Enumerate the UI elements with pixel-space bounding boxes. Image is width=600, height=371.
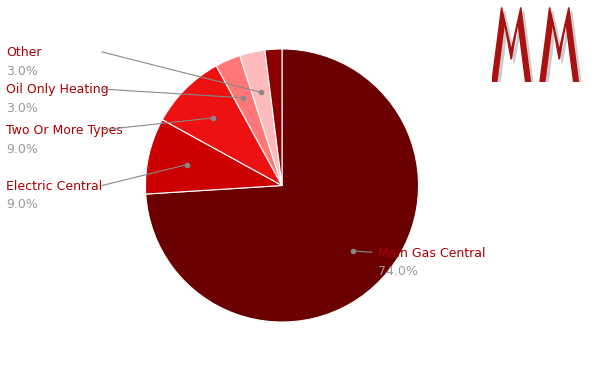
Text: 74.0%: 74.0% — [378, 265, 418, 278]
Text: Main Gas Central: Main Gas Central — [378, 247, 485, 260]
Wedge shape — [163, 66, 282, 186]
Text: Oil Only Heating: Oil Only Heating — [6, 83, 109, 96]
Text: 9.0%: 9.0% — [6, 143, 38, 156]
Polygon shape — [543, 11, 581, 85]
Text: 3.0%: 3.0% — [6, 65, 38, 78]
Text: Electric Central: Electric Central — [6, 180, 102, 193]
Wedge shape — [216, 56, 282, 186]
Text: Other: Other — [6, 46, 41, 59]
Wedge shape — [145, 120, 282, 194]
Polygon shape — [495, 11, 533, 85]
Polygon shape — [492, 7, 530, 82]
Wedge shape — [146, 49, 419, 322]
Wedge shape — [265, 49, 282, 186]
Text: Two Or More Types: Two Or More Types — [6, 124, 123, 137]
Text: 9.0%: 9.0% — [6, 198, 38, 211]
Text: 3.0%: 3.0% — [6, 102, 38, 115]
Polygon shape — [540, 7, 578, 82]
Wedge shape — [240, 50, 282, 186]
